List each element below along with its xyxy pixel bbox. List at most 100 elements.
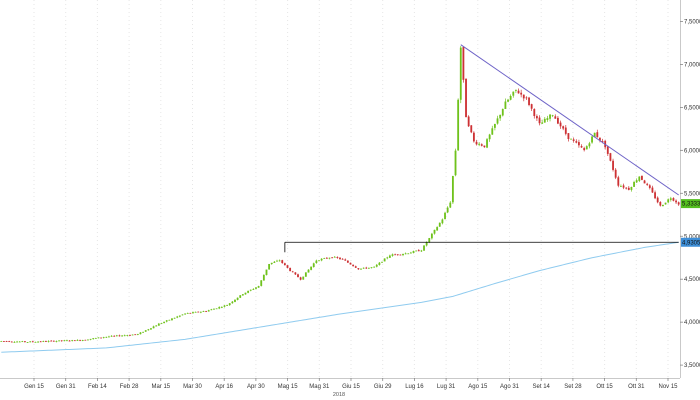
candle-down xyxy=(583,148,586,151)
candle-up xyxy=(55,341,58,342)
candle-up xyxy=(184,313,187,315)
x-tick-label: Ago 31 xyxy=(500,384,520,390)
candle-up xyxy=(110,335,113,337)
candle-down xyxy=(465,78,467,118)
candle-down xyxy=(672,198,675,201)
candle-up xyxy=(265,269,268,276)
candle-up xyxy=(375,264,378,267)
candle-up xyxy=(491,128,494,135)
candle-up xyxy=(247,290,250,293)
candle-up xyxy=(412,251,415,253)
value-badges: 5,3333 4,9305 xyxy=(681,199,700,247)
candle-down xyxy=(331,257,334,259)
candle-down xyxy=(281,260,284,263)
candle-down xyxy=(659,202,662,206)
candle-up xyxy=(549,114,551,119)
candle-up xyxy=(37,341,39,343)
x-tick-label: Ott 15 xyxy=(596,384,613,390)
candle-down xyxy=(472,132,475,142)
candle-up xyxy=(21,341,24,343)
candle-up xyxy=(34,341,37,343)
candle-up xyxy=(123,335,126,337)
candle-up xyxy=(236,297,239,300)
candle-up xyxy=(449,202,452,208)
candle-up xyxy=(207,310,210,312)
candle-up xyxy=(407,253,410,255)
candle-down xyxy=(325,257,328,259)
candle-down xyxy=(189,312,192,314)
candle-up xyxy=(160,323,163,324)
candle-down xyxy=(520,92,523,95)
candle-down xyxy=(205,311,208,313)
candle-up xyxy=(115,335,118,337)
candle-down xyxy=(641,175,643,180)
candle-down xyxy=(554,116,557,119)
candle-up xyxy=(199,311,202,313)
candle-up xyxy=(436,227,439,231)
candle-up xyxy=(438,222,441,227)
candle-up xyxy=(381,261,383,263)
candle-down xyxy=(646,183,649,185)
x-tick-label: Lug 31 xyxy=(437,384,456,390)
candle-down xyxy=(596,132,599,138)
candle-up xyxy=(152,326,155,329)
candle-down xyxy=(352,264,355,267)
candle-up xyxy=(662,204,664,207)
candle-down xyxy=(394,254,397,256)
candle-up xyxy=(378,262,381,265)
candle-up xyxy=(16,341,18,343)
x-tick-label: Mag 15 xyxy=(278,384,299,390)
candle-down xyxy=(289,267,292,272)
candle-up xyxy=(312,263,315,267)
x-tick-label: Ott 31 xyxy=(628,384,645,390)
x-tick-label: Mag 31 xyxy=(309,384,330,390)
candle-down xyxy=(677,202,680,205)
candle-up xyxy=(66,340,68,342)
candle-up xyxy=(428,238,431,243)
candle-up xyxy=(478,143,481,145)
y-tick-label: 3,5000 xyxy=(684,363,700,369)
candle-down xyxy=(580,146,583,148)
candle-up xyxy=(370,267,373,269)
y-tick-label: 5,5000 xyxy=(684,191,700,197)
candle-down xyxy=(601,141,604,142)
candle-up xyxy=(514,89,517,91)
candle-down xyxy=(399,254,402,256)
candle-down xyxy=(538,117,541,124)
candle-down xyxy=(517,90,520,94)
candle-down xyxy=(354,266,357,268)
candle-up xyxy=(638,176,641,181)
candle-up xyxy=(635,180,638,183)
x-axis-ticks: Gen 15 Gen 31 Feb 14 Feb 28 Mar 15 Mar 30 Apr … xyxy=(24,378,678,390)
candle-up xyxy=(102,337,105,339)
candle-up xyxy=(430,233,433,239)
candle-up xyxy=(244,292,247,295)
candle-down xyxy=(562,126,565,129)
candle-up xyxy=(323,258,326,259)
candle-up xyxy=(94,337,97,339)
candle-up xyxy=(121,335,124,337)
candle-down xyxy=(197,311,200,313)
candle-up xyxy=(499,114,502,119)
candle-up xyxy=(87,339,89,341)
candle-up xyxy=(223,305,226,307)
candle-up xyxy=(454,150,457,176)
candle-up xyxy=(186,312,189,314)
x-tick-label: Gen 31 xyxy=(56,384,76,390)
candle-up xyxy=(415,250,418,252)
candle-down xyxy=(530,104,533,109)
candle-down xyxy=(475,141,478,145)
candle-up xyxy=(108,336,110,338)
candle-down xyxy=(627,187,630,190)
x-tick-label: Feb 14 xyxy=(88,384,107,390)
candle-up xyxy=(509,96,512,100)
x-tick-label: Mar 30 xyxy=(183,384,202,390)
y-tick-label: 7,0000 xyxy=(684,62,700,68)
candle-up xyxy=(252,288,255,290)
candle-up xyxy=(262,274,265,281)
x-tick-label: Lug 16 xyxy=(405,384,424,390)
candle-down xyxy=(656,197,659,203)
candle-up xyxy=(97,337,100,339)
candle-up xyxy=(373,266,376,268)
candle-up xyxy=(630,187,633,190)
